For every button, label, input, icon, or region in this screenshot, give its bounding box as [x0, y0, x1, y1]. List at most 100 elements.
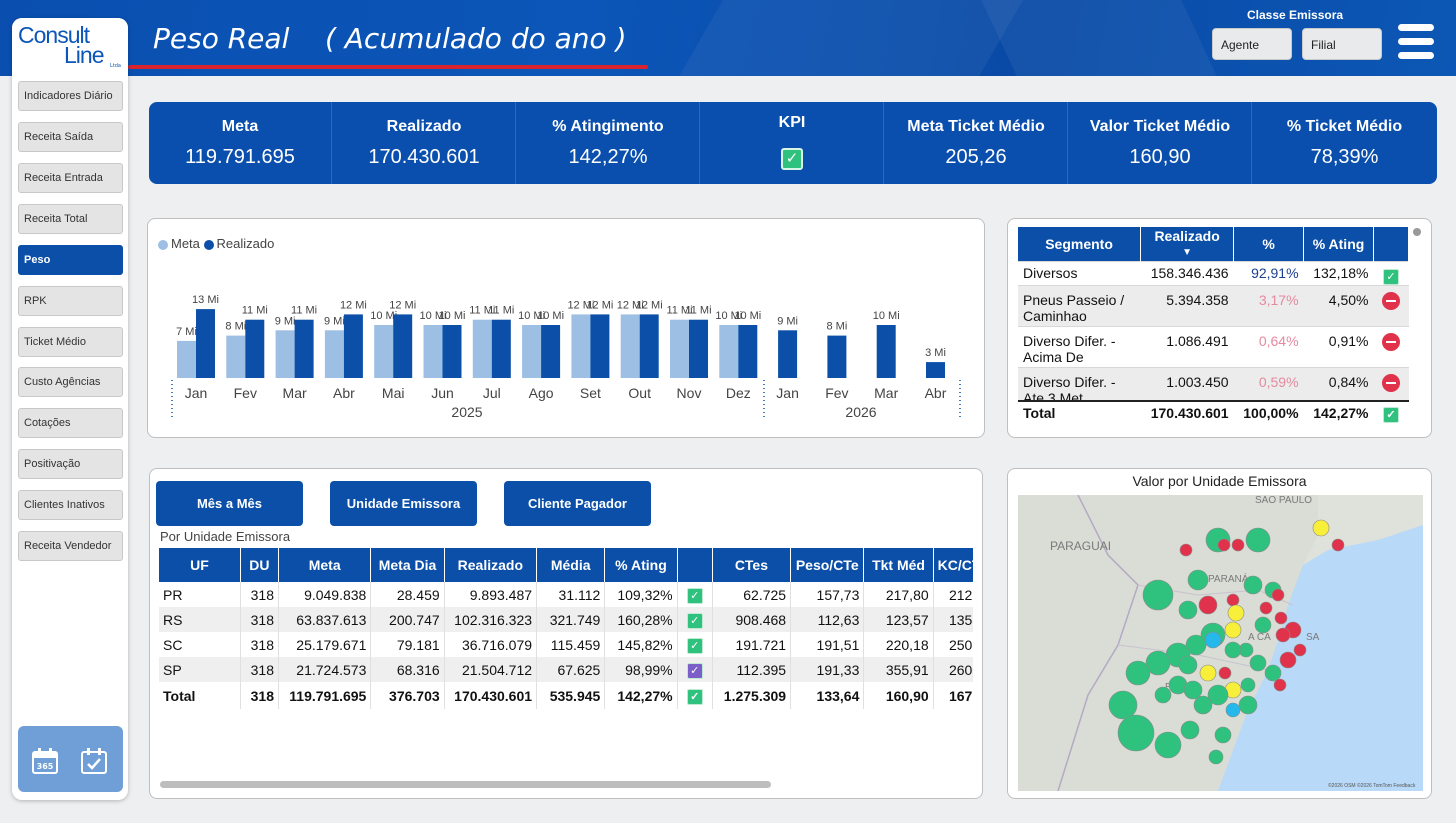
col-realizado[interactable]: Realizado ▼: [1140, 227, 1235, 261]
legend-realizado[interactable]: Realizado: [203, 236, 274, 251]
map-bubble[interactable]: [1208, 749, 1224, 765]
nav-indicadores-diario[interactable]: Indicadores Diário: [18, 81, 123, 111]
hamburger-menu-icon[interactable]: [1398, 24, 1434, 60]
map-bubble[interactable]: [1117, 714, 1155, 752]
horizontal-scrollbar[interactable]: [160, 781, 771, 788]
bar-realizado[interactable]: [827, 335, 847, 378]
col-pct[interactable]: %: [1233, 227, 1305, 261]
map-bubble[interactable]: [1214, 726, 1232, 744]
bar-realizado[interactable]: [442, 325, 462, 378]
map-bubble[interactable]: [1187, 569, 1209, 591]
map-bubble[interactable]: [1231, 538, 1245, 552]
bar-realizado[interactable]: [926, 362, 945, 378]
bar-meta[interactable]: [177, 340, 196, 378]
col-meta-dia[interactable]: Meta Dia: [370, 548, 445, 582]
map-bubble[interactable]: [1331, 538, 1345, 552]
map-bubble[interactable]: [1204, 631, 1222, 649]
map-bubble[interactable]: [1273, 678, 1287, 692]
map-bubble[interactable]: [1178, 600, 1198, 620]
btn-cliente-pagador[interactable]: Cliente Pagador: [504, 481, 651, 526]
nav-cotacoes[interactable]: Cotações: [18, 408, 123, 438]
bar-meta[interactable]: [374, 325, 394, 378]
map-bubble[interactable]: [1218, 666, 1232, 680]
nav-receita-total[interactable]: Receita Total: [18, 204, 123, 234]
map-bubble[interactable]: [1274, 611, 1288, 625]
bar-realizado[interactable]: [491, 319, 511, 378]
calendar-check-icon[interactable]: [80, 747, 108, 775]
map-bubble[interactable]: [1183, 680, 1203, 700]
map-bubble[interactable]: [1249, 654, 1267, 672]
nav-rpk[interactable]: RPK: [18, 286, 123, 316]
col-segmento[interactable]: Segmento: [1018, 227, 1142, 261]
map-bubble[interactable]: [1207, 684, 1229, 706]
nav-receita-vendedor[interactable]: Receita Vendedor: [18, 531, 123, 561]
col-du[interactable]: DU: [240, 548, 279, 582]
bar-realizado[interactable]: [343, 314, 363, 378]
bar-realizado[interactable]: [639, 314, 659, 378]
map-bubble[interactable]: [1224, 641, 1242, 659]
map-bubble[interactable]: [1279, 651, 1297, 669]
map-bubble[interactable]: [1275, 627, 1291, 643]
table-row[interactable]: Diverso Difer. - Acima De 1.086.491 0,64…: [1018, 325, 1409, 367]
bar-meta[interactable]: [522, 325, 542, 378]
map-bubble[interactable]: [1193, 695, 1213, 715]
nav-custo-agencias[interactable]: Custo Agências: [18, 367, 123, 397]
map-bubble[interactable]: [1217, 538, 1231, 552]
map-bubble[interactable]: [1154, 686, 1172, 704]
bar-meta[interactable]: [275, 330, 295, 378]
map-bubble[interactable]: [1179, 543, 1193, 557]
bar-meta[interactable]: [226, 335, 246, 378]
slicer-agente[interactable]: Agente: [1212, 28, 1292, 60]
bar-meta[interactable]: [571, 314, 591, 378]
map-bubble[interactable]: [1240, 677, 1256, 693]
col-meta[interactable]: Meta: [278, 548, 372, 582]
nav-peso[interactable]: Peso: [18, 245, 123, 275]
map-bubble[interactable]: [1224, 621, 1242, 639]
bar-realizado[interactable]: [294, 319, 314, 378]
map-bubble[interactable]: [1199, 664, 1217, 682]
bar-meta[interactable]: [423, 325, 443, 378]
btn-unidade-emissora[interactable]: Unidade Emissora: [330, 481, 477, 526]
bar-realizado[interactable]: [393, 314, 413, 378]
bubble-map[interactable]: SÃO PAULO PARAGUAI PARANÁ SA RIO A CA ©2…: [1018, 495, 1423, 791]
map-bubble[interactable]: [1125, 660, 1151, 686]
nav-ticket-medio[interactable]: Ticket Médio: [18, 327, 123, 357]
calendar-365-icon[interactable]: 365: [31, 747, 59, 775]
table-row[interactable]: Diversos 158.346.436 92,91% 132,18% ✓: [1018, 260, 1409, 285]
bar-realizado[interactable]: [738, 325, 758, 378]
bar-realizado[interactable]: [689, 319, 708, 378]
map-bubble[interactable]: [1142, 579, 1174, 611]
map-bubble[interactable]: [1145, 650, 1171, 676]
map-bubble[interactable]: [1225, 702, 1241, 718]
col-peso-cte[interactable]: Peso/CTe: [790, 548, 865, 582]
table-row[interactable]: PR 318 9.049.838 28.459 9.893.487 31.112…: [159, 582, 973, 607]
scroll-indicator[interactable]: [1413, 228, 1421, 236]
table-row[interactable]: SC 318 25.179.671 79.181 36.716.079 115.…: [159, 632, 973, 657]
bar-meta[interactable]: [324, 330, 344, 378]
map-bubble[interactable]: [1185, 634, 1207, 656]
slicer-filial[interactable]: Filial: [1302, 28, 1382, 60]
legend-meta[interactable]: Meta: [158, 236, 200, 251]
col-uf[interactable]: UF: [159, 548, 241, 582]
map-bubble[interactable]: [1271, 588, 1285, 602]
map-bubble[interactable]: [1293, 643, 1307, 657]
col-kc-ct[interactable]: KC/CT: [933, 548, 973, 582]
col-ating[interactable]: % Ating: [604, 548, 678, 582]
bar-realizado[interactable]: [876, 325, 896, 378]
col-ating[interactable]: % Ating: [1303, 227, 1374, 261]
map-bubble[interactable]: [1180, 720, 1200, 740]
map-bubble[interactable]: [1264, 664, 1282, 682]
nav-receita-entrada[interactable]: Receita Entrada: [18, 163, 123, 193]
map-bubble[interactable]: [1227, 604, 1245, 622]
bar-meta[interactable]: [620, 314, 640, 378]
map-bubble[interactable]: [1108, 690, 1138, 720]
btn-mes-a-mes[interactable]: Mês a Mês: [156, 481, 303, 526]
map-bubble[interactable]: [1312, 519, 1330, 537]
nav-positivacao[interactable]: Positivação: [18, 449, 123, 479]
map-bubble[interactable]: [1178, 655, 1198, 675]
table-row[interactable]: Pneus Passeio / Caminhao 5.394.358 3,17%…: [1018, 284, 1409, 326]
table-row[interactable]: Diverso Difer. - Ate 3 Met 1.003.450 0,5…: [1018, 366, 1409, 401]
map-bubbles[interactable]: [1108, 519, 1345, 765]
map-bubble[interactable]: [1198, 595, 1218, 615]
map-bubble[interactable]: [1154, 731, 1182, 759]
